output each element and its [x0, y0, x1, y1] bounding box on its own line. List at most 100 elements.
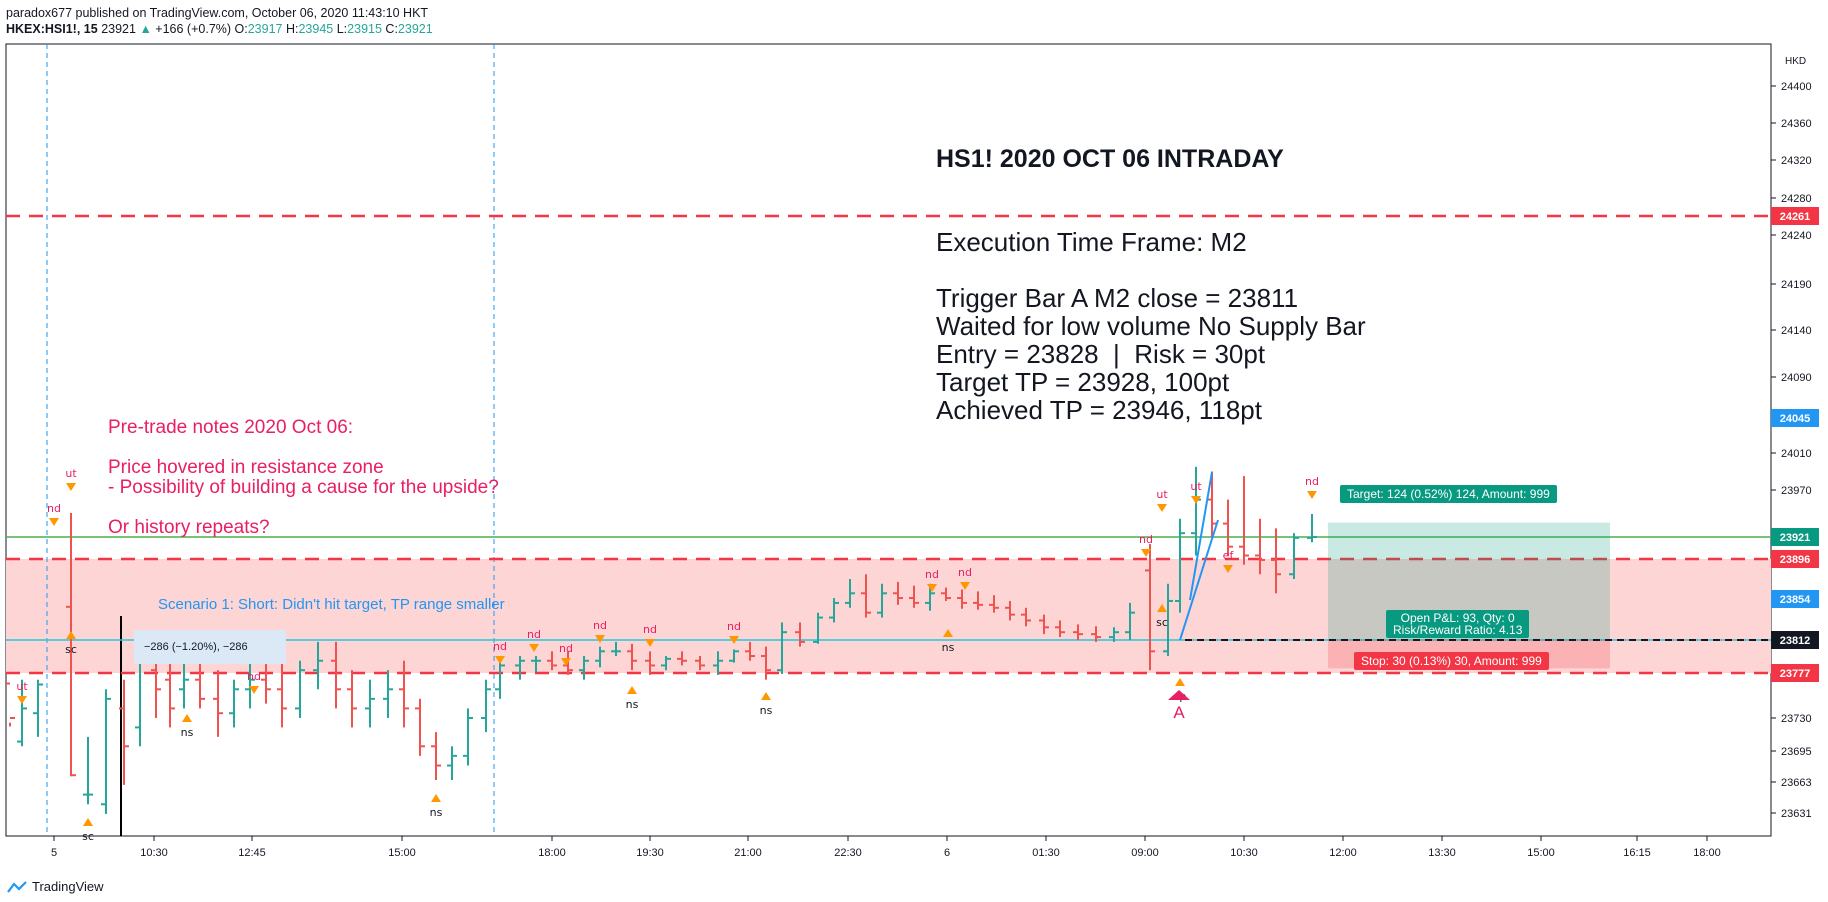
ohlc-bar-66	[1109, 627, 1119, 642]
triangle-down-icon	[495, 656, 505, 664]
price-label-bg	[1771, 664, 1819, 682]
ohlc-bar-54	[909, 585, 919, 608]
triangle-up-icon	[182, 714, 192, 722]
x-tick-label-11: 10:30	[1230, 847, 1258, 859]
annotation-ef-26: ef	[1223, 549, 1235, 573]
measure-text: −286 (−1.20%), −286	[144, 641, 248, 653]
ohlc-bar-56	[941, 587, 951, 601]
ohlc-bar-13	[229, 679, 239, 728]
y-tick-label-6: 24140	[1781, 325, 1812, 337]
low-value: 23915	[347, 22, 382, 36]
last-price: 23921	[101, 22, 136, 36]
triangle-up-icon	[1175, 678, 1185, 686]
annotation-label: nd	[47, 502, 61, 515]
ohlc-bar-67	[1125, 602, 1135, 640]
annotation-nd-21: nd	[1139, 533, 1153, 557]
ohlc-bar-29	[495, 660, 505, 699]
x-tick-label-12: 12:00	[1329, 847, 1357, 859]
annotation-ns-7: ns	[626, 686, 639, 711]
annotation-nd-16: nd	[593, 619, 607, 643]
annotation-nd-2: nd	[47, 502, 61, 526]
ohlc-bar-60	[1005, 600, 1015, 621]
ohlc-bar-22	[383, 670, 393, 718]
close-value: 23921	[397, 22, 433, 36]
stop-tag: Stop: 30 (0.13%) 30, Amount: 999	[1354, 652, 1549, 670]
price-label-1: 24045	[1780, 413, 1811, 425]
triangle-down-icon	[960, 582, 970, 590]
ohlc-bar-27	[463, 708, 473, 766]
annotation-label: sc	[1156, 616, 1168, 629]
annotation-label: ns	[430, 806, 443, 819]
execution-note: Execution Time Frame: M2 Trigger Bar A M…	[936, 227, 1366, 425]
annotation-sc-3: sc	[65, 631, 77, 656]
y-tick-label-2: 24320	[1781, 155, 1812, 167]
annotation-nd-24: nd	[1305, 475, 1319, 499]
triangle-down-icon	[729, 636, 739, 644]
chart-header: paradox677 published on TradingView.com,…	[6, 5, 433, 37]
x-tick-label-1: 10:30	[140, 847, 168, 859]
ohlc-bar-46	[777, 622, 787, 674]
annotation-ns-5: ns	[181, 714, 194, 739]
triangle-down-icon	[595, 635, 605, 643]
triangle-down-icon	[1191, 496, 1201, 504]
ohlc-bar-33	[563, 651, 573, 675]
annotation-label: ns	[942, 641, 955, 654]
annotation-nd-19: nd	[925, 568, 939, 592]
rally-line-2	[1189, 471, 1213, 601]
ohlc-bar-5	[101, 689, 111, 814]
symbol-legend: HKEX:HSI1!, 15 23921 ▲ +166 (+0.7%) O:23…	[6, 21, 433, 37]
x-tick-label-5: 19:30	[636, 847, 664, 859]
annotation-label: nd	[727, 620, 741, 633]
triangle-down-icon	[17, 696, 27, 704]
y-tick-label-1: 24360	[1781, 118, 1812, 130]
annotation-nd-12: nd	[247, 670, 261, 694]
x-tick-label-4: 18:00	[538, 847, 566, 859]
ohlc-bar-37	[627, 643, 637, 671]
ohlc-bar-16	[277, 660, 287, 728]
rally-line	[1179, 519, 1219, 641]
chart-title-note: HS1! 2020 OCT 06 INTRADAY	[936, 145, 1284, 173]
triangle-down-icon	[645, 639, 655, 647]
x-tick-label-2: 12:45	[238, 847, 266, 859]
price-label-bg	[1771, 631, 1819, 649]
point-a-label: A	[1173, 703, 1185, 722]
pretrade-note: Pre-trade notes 2020 Oct 06: Price hover…	[108, 417, 499, 538]
ohlc-bar-59	[989, 595, 999, 613]
ohlc-bar-34	[579, 656, 589, 680]
ohlc-bar-4	[83, 736, 93, 805]
price-label-bg	[1771, 409, 1819, 427]
ohlc-bar-51	[861, 574, 871, 618]
price-label-0: 24261	[1780, 211, 1811, 223]
ohlc-bar-47	[795, 622, 805, 647]
ohlc-bar-74	[1239, 476, 1249, 565]
annotation-label: sc	[65, 643, 77, 656]
triangle-up-icon	[761, 692, 771, 700]
annotation-label: ut	[65, 467, 77, 480]
ohlc-bar-57	[957, 589, 967, 609]
symbol-name[interactable]: HKEX:HSI1!, 15	[6, 22, 98, 36]
ohlc-bar-52	[877, 583, 887, 618]
open-label: O:	[234, 22, 248, 36]
triangle-up-icon	[66, 631, 76, 639]
annotation-label: nd	[493, 640, 507, 653]
y-axis: 24400 24360 24320 24280 24240 24190 24140 24090…	[1771, 56, 1819, 820]
ohlc-bar-77	[1289, 533, 1299, 579]
ohlc-bar-35	[595, 646, 605, 668]
annotation-nd-20: nd	[958, 566, 972, 590]
ohlc-bar-44	[745, 641, 755, 661]
annotation-nd-17: nd	[643, 623, 657, 647]
ohlc-bar-18	[313, 641, 323, 690]
annotation-label: ef	[1223, 549, 1235, 562]
ohlc-bar-61	[1021, 607, 1031, 627]
annotation-sc-25: sc	[1156, 604, 1168, 629]
triangle-up-icon	[1157, 604, 1167, 612]
annotation-ns-8: ns	[760, 692, 773, 717]
ohlc-bar-10	[179, 660, 189, 709]
triangle-down-icon	[927, 584, 937, 592]
ohlc-bar-1	[17, 679, 27, 747]
ohlc-bar-30	[515, 656, 525, 680]
ohlc-bar-32	[547, 651, 557, 671]
ohlc-bar-23	[399, 660, 409, 728]
x-tick-label-13: 13:30	[1428, 847, 1456, 859]
annotation-label: ns	[626, 698, 639, 711]
